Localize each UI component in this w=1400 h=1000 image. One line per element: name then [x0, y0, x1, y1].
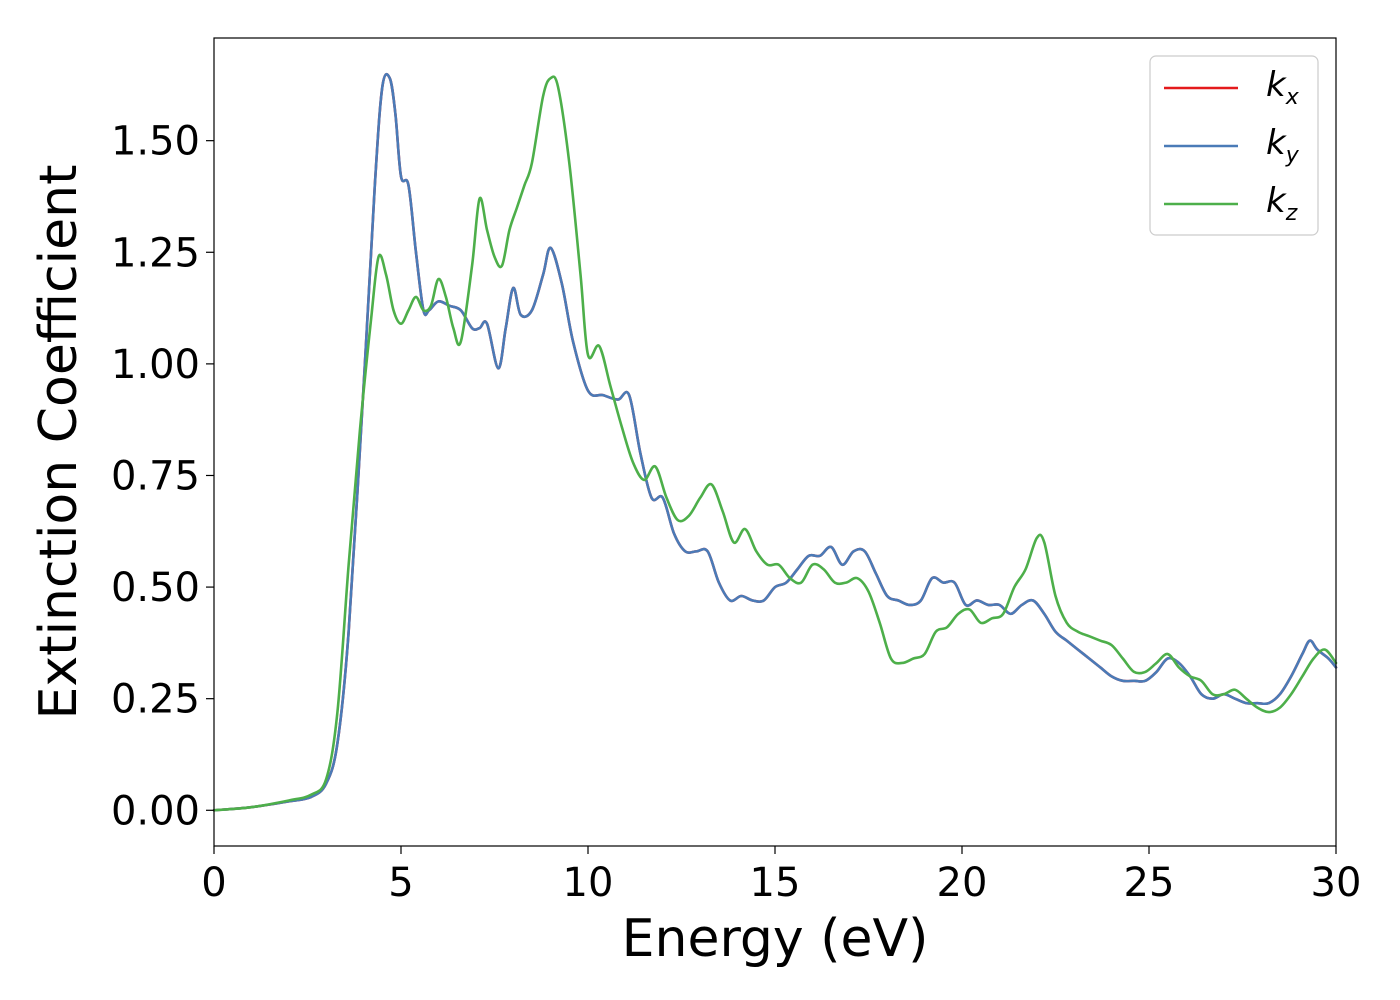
y-tick-label: 1.00	[111, 342, 200, 388]
x-tick-label: 15	[750, 860, 801, 906]
y-tick-label: 1.50	[111, 119, 200, 165]
y-axis-title: Extinction Coefficient	[29, 165, 89, 720]
series-lines	[212, 72, 1338, 812]
y-axis-ticks: 0.00 0.25 0.50 0.75 1.00 1.25 1.50	[111, 119, 214, 834]
legend-label-kz: kz	[1266, 181, 1298, 226]
y-tick-label: 0.25	[111, 677, 200, 723]
x-tick-label: 20	[937, 860, 988, 906]
x-tick-label: 10	[563, 860, 614, 906]
legend-label-ky: ky	[1266, 123, 1300, 168]
x-tick-label: 25	[1124, 860, 1175, 906]
legend: kx ky kz	[1149, 55, 1319, 236]
x-tick-label: 30	[1311, 860, 1362, 906]
legend-label-kx: kx	[1266, 65, 1300, 110]
y-tick-label: 0.00	[111, 788, 200, 834]
x-tick-label: 0	[201, 860, 226, 906]
y-tick-label: 0.50	[111, 565, 200, 611]
series-line-ky	[212, 72, 1338, 812]
x-tick-label: 5	[388, 860, 413, 906]
x-axis-title: Energy (eV)	[622, 909, 929, 969]
y-tick-label: 1.25	[111, 230, 200, 276]
series-line-kz	[212, 75, 1338, 812]
y-tick-label: 0.75	[111, 453, 200, 499]
x-axis-ticks: 0 5 10 15 20 25 30	[201, 846, 1361, 906]
